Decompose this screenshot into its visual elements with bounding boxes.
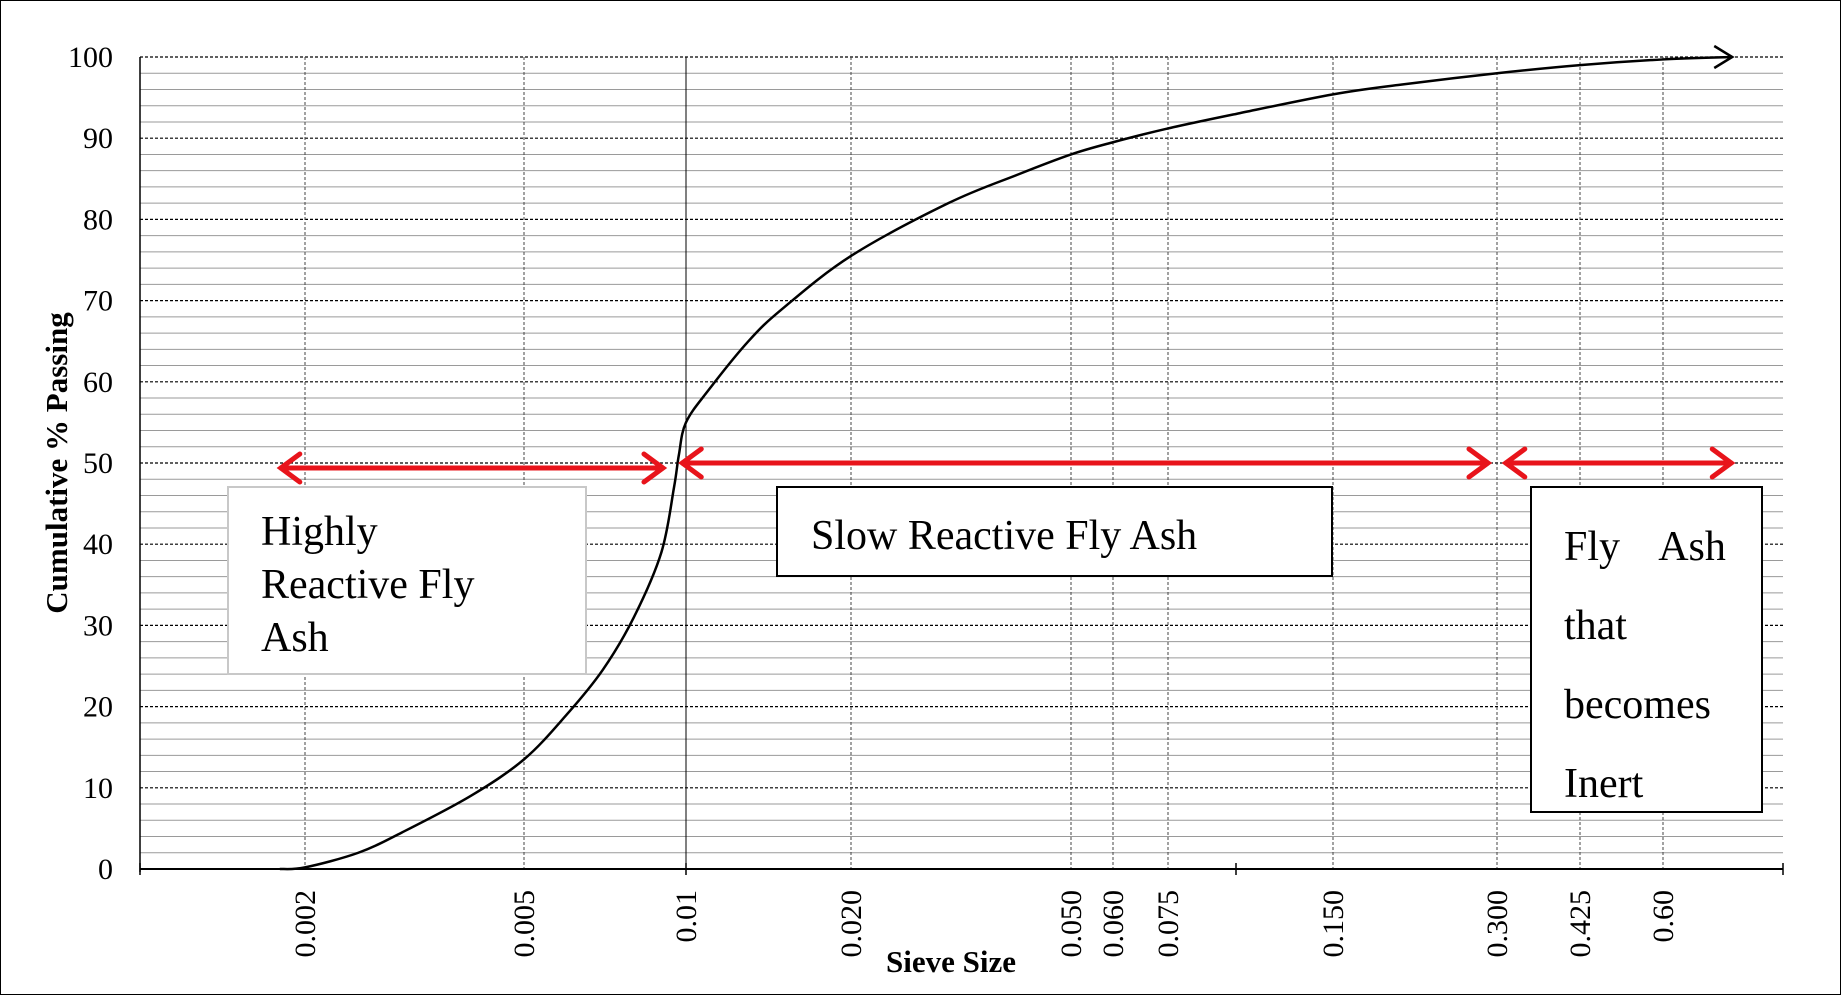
annotation-inert: Fly Ash that becomes Inert bbox=[1530, 486, 1763, 813]
x-tick-label: 0.002 bbox=[289, 890, 322, 958]
x-tick-label: 0.075 bbox=[1152, 890, 1185, 958]
y-tick-label: 50 bbox=[83, 447, 113, 480]
annotation-highly-reactive: Highly Reactive Fly Ash bbox=[227, 486, 587, 675]
annotation-line: becomes bbox=[1564, 682, 1711, 728]
y-tick-label: 40 bbox=[83, 528, 113, 561]
range-arrowhead-right bbox=[1466, 446, 1493, 480]
range-arrowhead-left bbox=[678, 446, 704, 480]
x-tick-label: 0.150 bbox=[1317, 890, 1350, 958]
y-axis-title: Cumulative % Passing bbox=[39, 312, 74, 614]
y-tick-label: 100 bbox=[68, 41, 113, 74]
y-tick-label: 60 bbox=[83, 366, 113, 399]
annotation-line: Ash bbox=[261, 615, 329, 661]
x-tick-label: 0.01 bbox=[670, 890, 703, 943]
x-tick-label: 0.020 bbox=[835, 890, 868, 958]
y-tick-label: 90 bbox=[83, 122, 113, 155]
x-tick-label: 0.060 bbox=[1097, 890, 1130, 958]
annotation-line: Slow Reactive Fly Ash bbox=[811, 513, 1198, 559]
range-arrowhead-right bbox=[1709, 446, 1736, 480]
range-arrowhead-left bbox=[1501, 446, 1528, 480]
x-axis-title: Sieve Size bbox=[886, 944, 1016, 979]
annotation-line: that bbox=[1564, 603, 1627, 649]
annotation-line: Highly bbox=[261, 509, 378, 555]
y-tick-label: 30 bbox=[83, 609, 113, 642]
y-tick-label: 0 bbox=[98, 853, 113, 886]
range-arrowhead-right bbox=[641, 451, 668, 485]
x-tick-label: 0.60 bbox=[1647, 890, 1680, 943]
range-arrowhead-left bbox=[276, 451, 303, 485]
x-tick-label: 0.300 bbox=[1481, 890, 1514, 958]
annotation-slow-reactive: Slow Reactive Fly Ash bbox=[776, 486, 1333, 577]
y-tick-label: 80 bbox=[83, 203, 113, 236]
x-tick-label: 0.005 bbox=[508, 890, 541, 958]
curve-arrowhead bbox=[1713, 44, 1735, 70]
y-tick-label: 20 bbox=[83, 691, 113, 724]
y-tick-label: 70 bbox=[83, 285, 113, 318]
annotation-line: Reactive Fly bbox=[261, 562, 475, 608]
annotation-line: Fly Ash bbox=[1564, 524, 1726, 570]
x-tick-label: 0.425 bbox=[1564, 890, 1597, 958]
annotation-line: Inert bbox=[1564, 761, 1644, 807]
x-tick-label: 0.050 bbox=[1055, 890, 1088, 958]
data-curve bbox=[279, 55, 1733, 871]
y-tick-label: 10 bbox=[83, 772, 113, 805]
